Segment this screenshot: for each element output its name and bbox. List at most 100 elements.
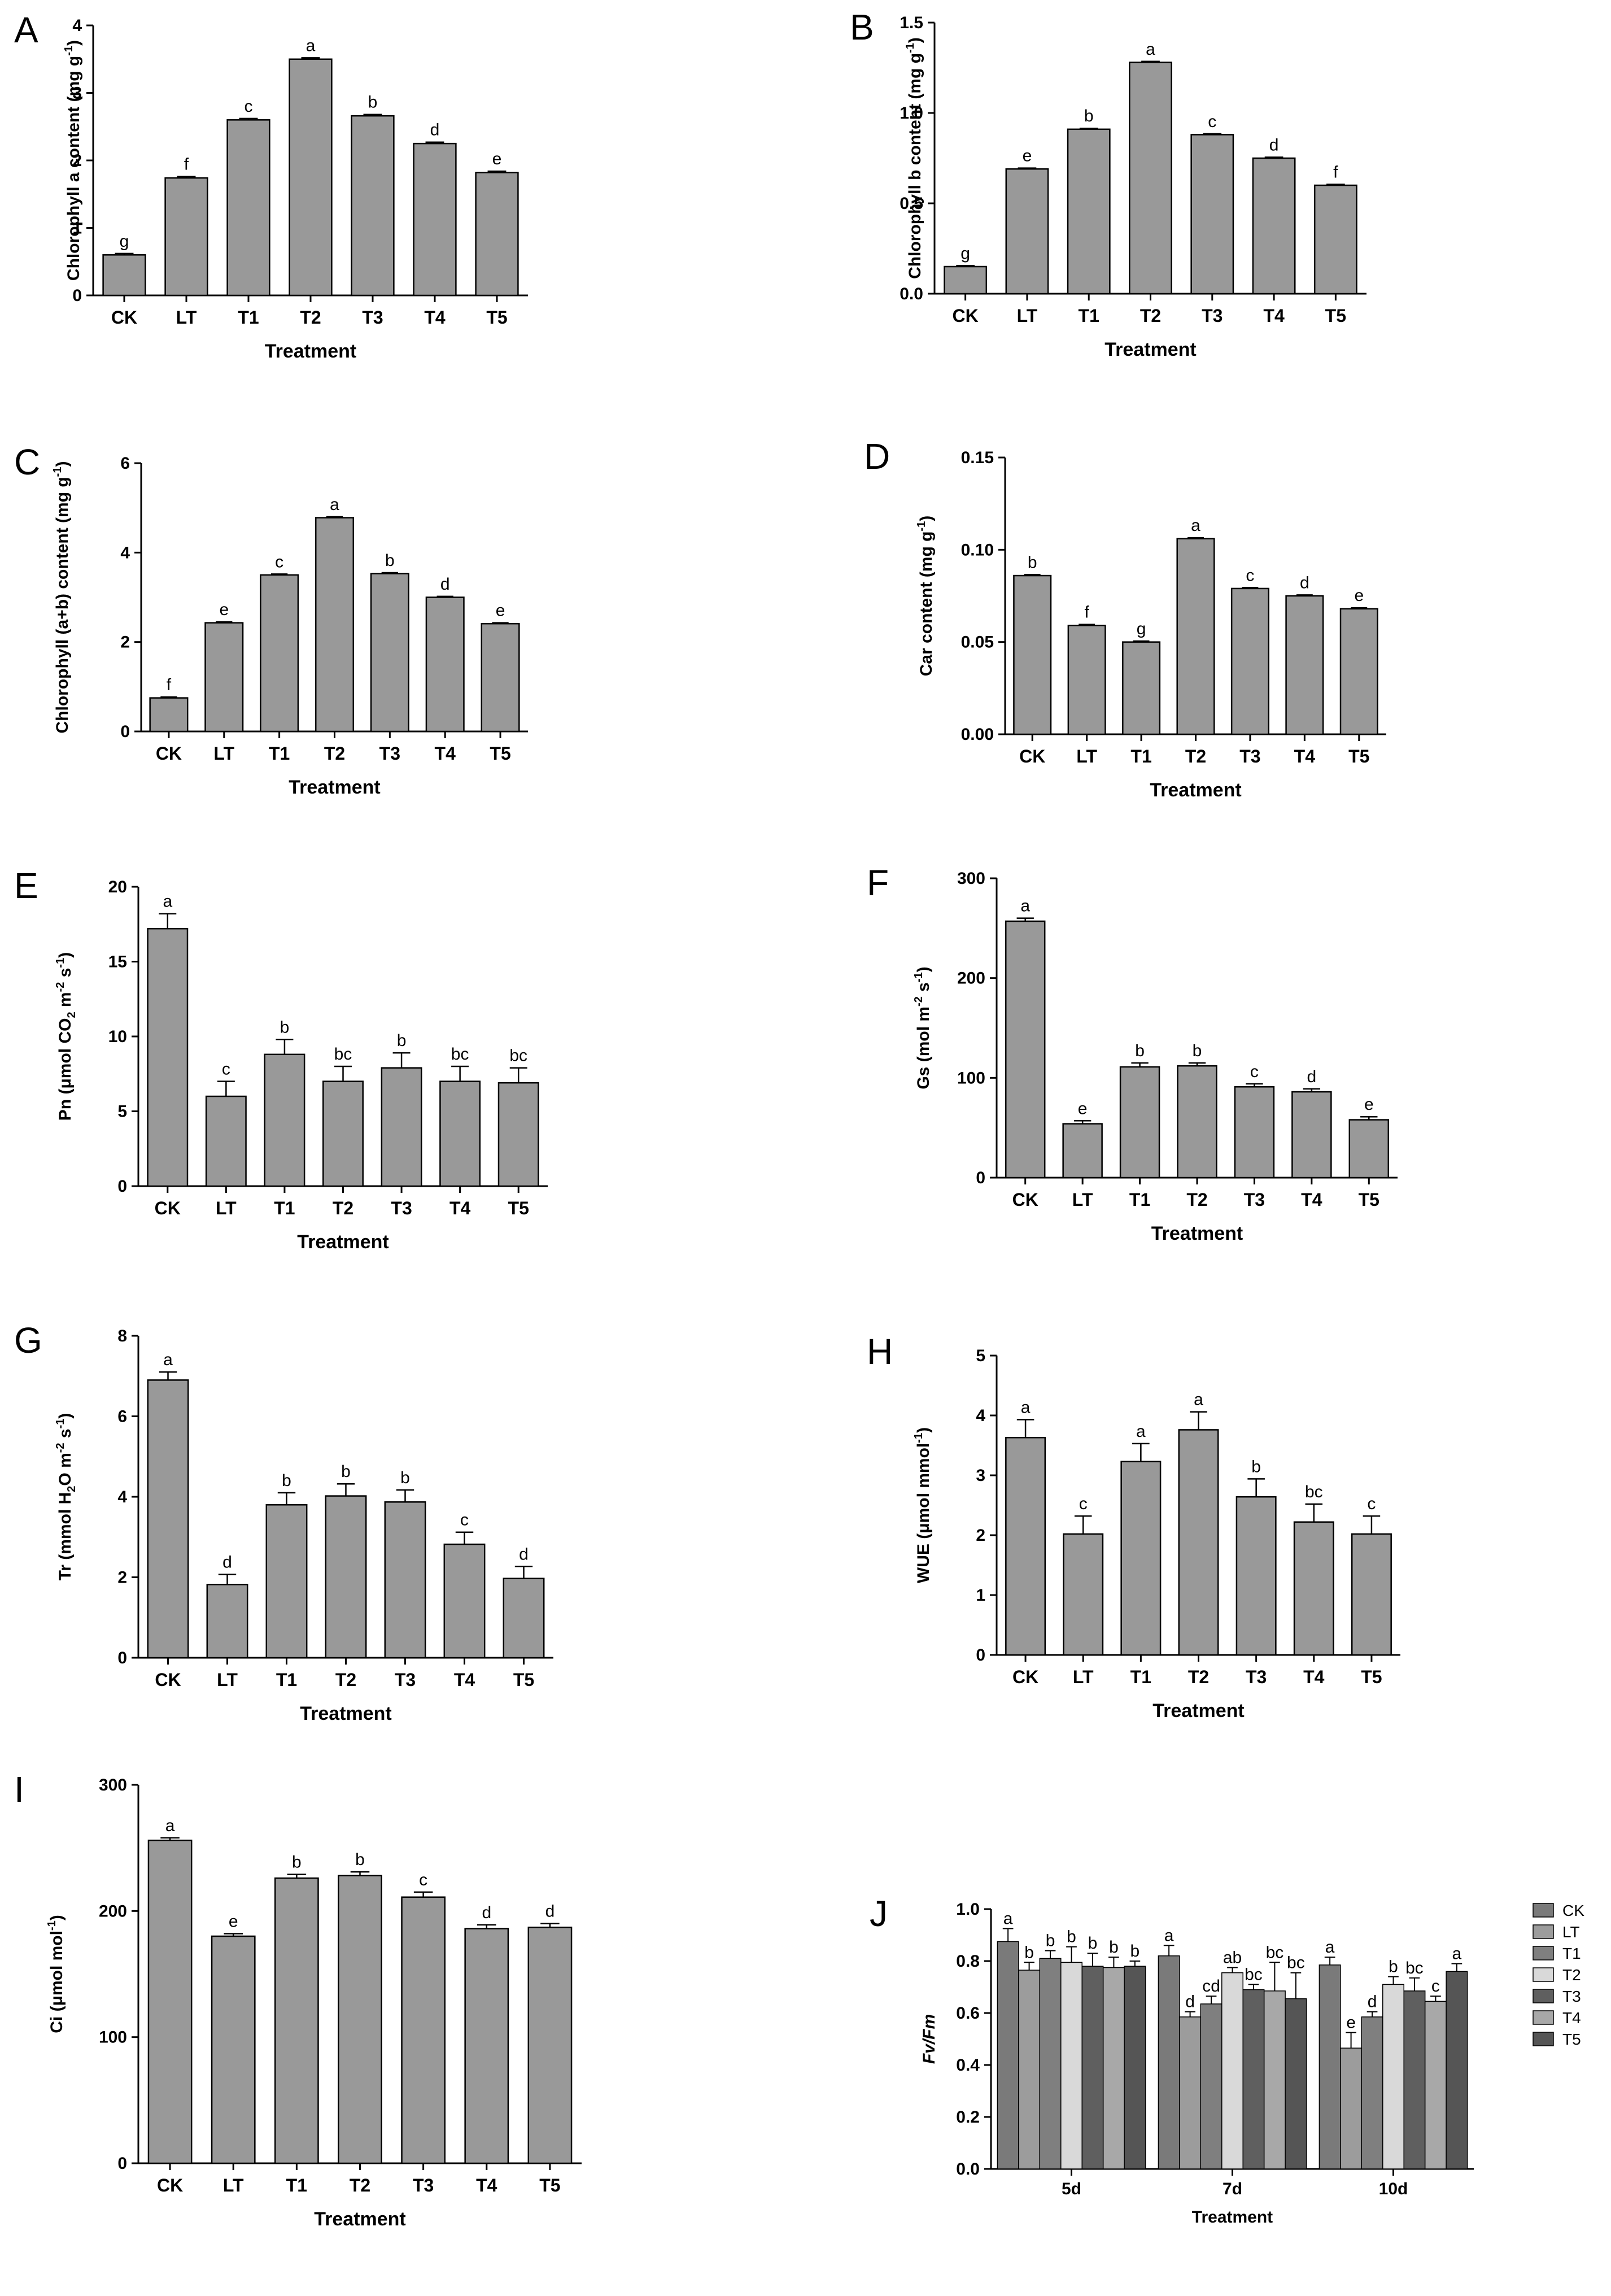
significance-letter: c: [460, 1511, 469, 1530]
significance-letter: e: [1023, 147, 1032, 165]
y-axis-label: Ci (μmol mol-1): [46, 1915, 66, 2033]
significance-letter: c: [1079, 1495, 1088, 1513]
bar-t4: [1293, 1521, 1334, 1656]
panel-letter: A: [14, 10, 38, 50]
bar-t5: [527, 1927, 573, 2164]
significance-letter: bc: [1245, 1965, 1263, 1984]
bar-t1: [1120, 1461, 1162, 1656]
x-tick-label: T2: [1188, 1667, 1209, 1687]
x-tick-label: T1: [1130, 746, 1151, 766]
significance-letter: f: [1333, 163, 1338, 181]
bar-t4: [464, 1928, 509, 2164]
bar-t1-7d: [1200, 2003, 1223, 2169]
y-tick-label: 0.8: [956, 1952, 980, 1971]
y-tick-label: 0.05: [961, 633, 994, 652]
bar-ck: [147, 927, 189, 1187]
y-tick-label: 5: [117, 1103, 127, 1121]
bar-t1: [1067, 128, 1111, 295]
significance-letter: b: [1251, 1457, 1261, 1476]
significance-letter: b: [385, 551, 395, 570]
y-tick-label: 0.15: [961, 448, 994, 467]
significance-letter: a: [163, 1350, 173, 1369]
significance-letter: d: [430, 121, 440, 140]
x-axis-label: Treatment: [1192, 2208, 1273, 2227]
significance-letter: bc: [334, 1045, 352, 1064]
bar-t4: [443, 1543, 486, 1659]
legend-swatch-t3: [1533, 1989, 1554, 2003]
x-tick-label: T5: [1348, 746, 1369, 766]
bar-t5: [475, 172, 519, 297]
bar-lt: [204, 622, 244, 733]
x-tick-label: T3: [1239, 746, 1260, 766]
bar-t3: [351, 115, 395, 297]
x-tick-label: 7d: [1223, 2180, 1242, 2198]
x-tick-label: T2: [1185, 746, 1206, 766]
x-tick-label: T4: [449, 1198, 471, 1218]
y-tick-label: 0.6: [956, 2004, 980, 2023]
bar-t1: [264, 1053, 305, 1187]
bar-t1: [265, 1504, 308, 1659]
significance-letter: bc: [1405, 1959, 1424, 1977]
y-tick-label: 15: [108, 953, 127, 971]
bar-ck: [944, 265, 988, 295]
x-tick-label: LT: [213, 743, 234, 764]
y-tick-label: 0.10: [961, 541, 994, 559]
y-tick-label: 200: [957, 969, 985, 988]
significance-letter: d: [1185, 1993, 1195, 2011]
x-tick-label: LT: [1072, 1190, 1093, 1210]
y-tick-label: 2: [117, 1569, 127, 1587]
chart-panel-e: E 0 5 10 15 20 a CK c LT b T1 bc T2 b T3 bc T4 bc T5 Treatme…: [14, 865, 548, 1253]
x-tick-label: T3: [362, 307, 383, 328]
bar-t3: [381, 1067, 422, 1187]
x-tick-label: T4: [454, 1670, 475, 1690]
x-tick-label: T5: [508, 1198, 529, 1218]
bar-ck: [1005, 1436, 1046, 1656]
y-axis-label: Chlorophyll b content (mg g-1): [904, 37, 924, 279]
x-axis-label: Treatment: [1152, 1700, 1245, 1722]
x-tick-label: CK: [1012, 1667, 1038, 1687]
x-tick-label: T4: [476, 2175, 497, 2195]
significance-letter: c: [419, 1871, 427, 1889]
y-tick-label: 2: [72, 151, 82, 170]
significance-letter: b: [1389, 1958, 1398, 1976]
y-tick-label: 0: [976, 1169, 985, 1187]
x-tick-label: T3: [395, 1670, 416, 1690]
bar-lt: [205, 1095, 247, 1187]
y-tick-label: 20: [108, 878, 127, 896]
significance-letter: b: [1088, 1934, 1098, 1953]
bar-t2: [1177, 1065, 1217, 1179]
y-axis-label: Car content (mg g-1): [915, 516, 936, 676]
bar-t2-5d: [1060, 1962, 1082, 2169]
x-tick-label: T2: [350, 2175, 370, 2195]
y-tick-label: 6: [117, 1408, 127, 1426]
significance-letter: c: [1431, 1977, 1440, 1996]
chart-panel-c: C 0 2 4 6 f CK e LT c T1 a T2 b T3 d T4 e T5 Treatment Chlor…: [14, 442, 528, 798]
legend-label: T1: [1562, 1945, 1581, 1962]
x-tick-label: T1: [274, 1198, 295, 1218]
significance-letter: a: [1021, 1398, 1031, 1417]
significance-letter: d: [482, 1903, 491, 1922]
significance-letter: d: [1269, 136, 1279, 154]
y-tick-label: 2: [976, 1526, 985, 1545]
bar-t4: [413, 142, 457, 297]
y-tick-label: 0: [72, 286, 82, 305]
panel-letter: E: [14, 865, 38, 906]
bar-t3-10d: [1403, 1990, 1426, 2169]
legend-label: T5: [1562, 2031, 1581, 2048]
bar-lt: [1063, 1533, 1104, 1656]
bar-t5: [1339, 608, 1378, 735]
significance-letter: bc: [509, 1047, 527, 1065]
x-tick-label: T3: [391, 1198, 412, 1218]
y-tick-label: 0.2: [956, 2108, 980, 2127]
significance-letter: d: [1368, 1993, 1377, 2011]
y-tick-label: 0: [117, 1177, 127, 1196]
significance-letter: a: [1164, 1926, 1174, 1945]
bar-t1: [1119, 1066, 1160, 1179]
bar-ck: [149, 697, 189, 733]
significance-letter: g: [961, 244, 970, 263]
significance-letter: e: [496, 602, 505, 620]
x-tick-label: T4: [435, 743, 456, 764]
chart-panel-f: F 0 100 200 300 a CK e LT b T1 b T2 c T3 d T4 e T5 Treatmen…: [867, 862, 1398, 1244]
x-axis-label: Treatment: [1150, 779, 1242, 801]
x-tick-label: T5: [1359, 1190, 1379, 1210]
